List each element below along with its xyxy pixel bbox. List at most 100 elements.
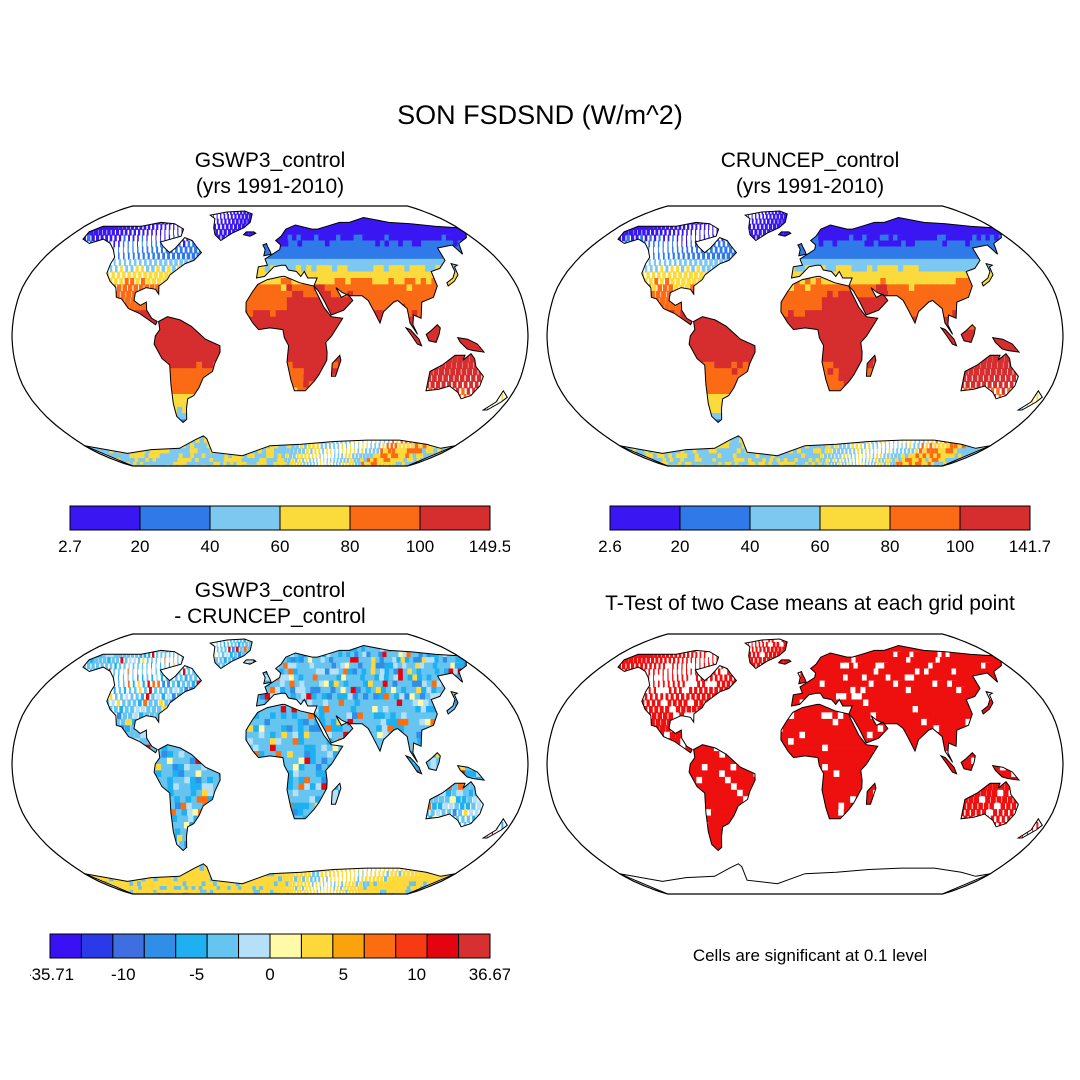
colorbar-swatch (112, 933, 145, 959)
coastline-antarctica (619, 863, 991, 895)
significance-note: Cells are significant at 0.1 level (692, 946, 928, 965)
coastline-britain (797, 242, 807, 257)
colorbar-label: 20 (131, 537, 150, 556)
coastline-greenland (208, 210, 253, 242)
coastline-new-guinea (456, 336, 486, 353)
map-border (11, 205, 529, 467)
panel-c-title-line2: - CRUNCEP_control (174, 605, 366, 628)
coastline-britain (797, 670, 807, 685)
coastline-japan (981, 262, 994, 287)
colorbar-swatch (819, 505, 891, 531)
colorbar-label: 20 (671, 537, 690, 556)
coastline-japan (446, 262, 459, 287)
map-cruncep (546, 205, 1064, 467)
colorbar-swatch (749, 505, 821, 531)
coastline-greenland (743, 638, 788, 670)
map-ttest (546, 633, 1064, 895)
panel-a-title-line2: (yrs 1991-2010) (195, 175, 345, 198)
coastline-new-guinea (991, 336, 1021, 353)
coastline-africa (780, 275, 879, 392)
colorbar-label: 2.7 (58, 537, 82, 556)
coastline-britain (262, 242, 272, 257)
coastline-new-guinea (456, 764, 486, 781)
colorbar-swatch (175, 933, 208, 959)
colorbar-swatch (300, 933, 334, 959)
coastline-australia (425, 780, 484, 828)
coastline-south-america (153, 744, 221, 852)
colorbar-swatch (959, 505, 1031, 531)
map-border (11, 633, 529, 895)
coastline-japan (981, 690, 994, 715)
coastline-sumatra (939, 754, 958, 775)
coastline-borneo (960, 323, 976, 343)
panel-b-title-line1: CRUNCEP_control (720, 149, 900, 172)
coastline-south-america (688, 316, 756, 424)
coastline-borneo (960, 751, 976, 771)
coastline-iceland (242, 659, 257, 665)
colorbar-label: 2.6 (598, 537, 622, 556)
coastline-north-america (82, 221, 203, 326)
coastline-greenland (743, 210, 788, 242)
colorbar-label: -35.71 (30, 965, 74, 984)
colorbar-gswp3: 2.7 20 40 60 80 100 149.5 (58, 505, 510, 556)
coastline-new-zealand (1016, 389, 1043, 411)
coastline-madagascar (865, 354, 877, 377)
colorbar-swatch (80, 933, 114, 959)
colorbar-label: 40 (201, 537, 220, 556)
coastline-sumatra (404, 754, 423, 775)
colorbar-swatch (269, 933, 302, 959)
colorbar-swatch (143, 933, 177, 959)
coastline-north-america (617, 649, 738, 754)
colorbar-label: -10 (111, 965, 136, 984)
coastline-iceland (777, 659, 792, 665)
colorbar-swatch (458, 933, 491, 959)
colorbar-swatch (395, 933, 428, 959)
colorbar-label: 10 (407, 965, 426, 984)
coastline-africa (245, 703, 344, 820)
coastline-madagascar (330, 354, 342, 377)
coastline-australia (960, 780, 1019, 828)
coastline-sumatra (939, 326, 958, 347)
coastline-new-zealand (1016, 817, 1043, 839)
coastline-madagascar (330, 782, 342, 805)
colorbar-label: 100 (946, 537, 974, 556)
coastline-new-zealand (481, 389, 508, 411)
colorbar-swatch (279, 505, 351, 531)
panel-a-title: GSWP3_control (yrs 1991-2010) (20, 148, 520, 200)
colorbar-label: 40 (741, 537, 760, 556)
coastline-north-america (617, 221, 738, 326)
colorbar-label: -5 (189, 965, 204, 984)
colorbar-swatch (238, 933, 271, 959)
colorbar-swatch (679, 505, 751, 531)
panel-d-title: T-Test of two Case means at each grid po… (605, 592, 1015, 615)
colorbar-label: 149.5 (469, 537, 510, 556)
map-border (546, 633, 1064, 895)
colorbar-swatch (69, 505, 141, 531)
coastline-africa (780, 703, 879, 820)
colorbar-label: 80 (881, 537, 900, 556)
coastline-south-america (688, 744, 756, 852)
colorbar-label: 100 (406, 537, 434, 556)
colorbar-swatch (206, 933, 240, 959)
coastline-australia (960, 352, 1019, 400)
coastline-africa (245, 275, 344, 392)
coastline-madagascar (865, 782, 877, 805)
coastline-new-zealand (481, 817, 508, 839)
coastline-greenland (208, 638, 253, 670)
coastline-borneo (425, 323, 441, 343)
colorbar-swatch (49, 933, 82, 959)
colorbar-label: 80 (341, 537, 360, 556)
colorbar-swatch (363, 933, 397, 959)
colorbar-label: 141.7 (1009, 537, 1050, 556)
colorbar-label: 36.67 (469, 965, 510, 984)
coastline-iceland (242, 231, 257, 237)
panel-b-title-line2: (yrs 1991-2010) (735, 175, 885, 198)
colorbar-cruncep: 2.6 20 40 60 80 100 141.7 (598, 505, 1050, 556)
coastline-sumatra (404, 326, 423, 347)
coastline-britain (262, 670, 272, 685)
colorbar-difference: -35.71 -10 -5 0 5 10 36.67 (30, 933, 510, 984)
coastline-north-america (82, 649, 203, 754)
coastline-antarctica (84, 863, 456, 895)
colorbar-swatch (139, 505, 211, 531)
colorbar-label: 0 (265, 965, 274, 984)
